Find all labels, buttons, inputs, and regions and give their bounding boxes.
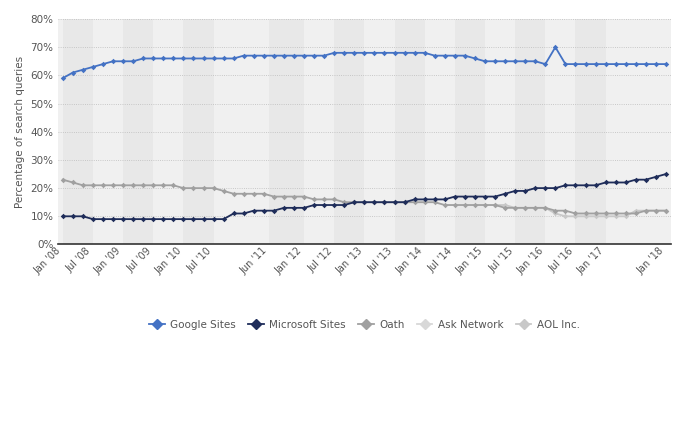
Bar xyxy=(183,19,213,244)
Bar xyxy=(576,19,606,244)
Bar xyxy=(455,19,485,244)
Bar xyxy=(153,19,183,244)
Bar xyxy=(123,19,153,244)
Bar xyxy=(269,19,304,244)
Y-axis label: Percentage of search queries: Percentage of search queries xyxy=(15,56,25,208)
Bar xyxy=(515,19,545,244)
Bar xyxy=(93,19,123,244)
Legend: Google Sites, Microsoft Sites, Oath, Ask Network, AOL Inc.: Google Sites, Microsoft Sites, Oath, Ask… xyxy=(145,316,584,334)
Bar xyxy=(606,19,666,244)
Bar xyxy=(394,19,425,244)
Bar xyxy=(485,19,515,244)
Bar xyxy=(425,19,455,244)
Bar xyxy=(334,19,364,244)
Bar xyxy=(364,19,394,244)
Bar xyxy=(213,19,269,244)
Bar xyxy=(545,19,576,244)
Bar xyxy=(304,19,334,244)
Bar xyxy=(62,19,93,244)
